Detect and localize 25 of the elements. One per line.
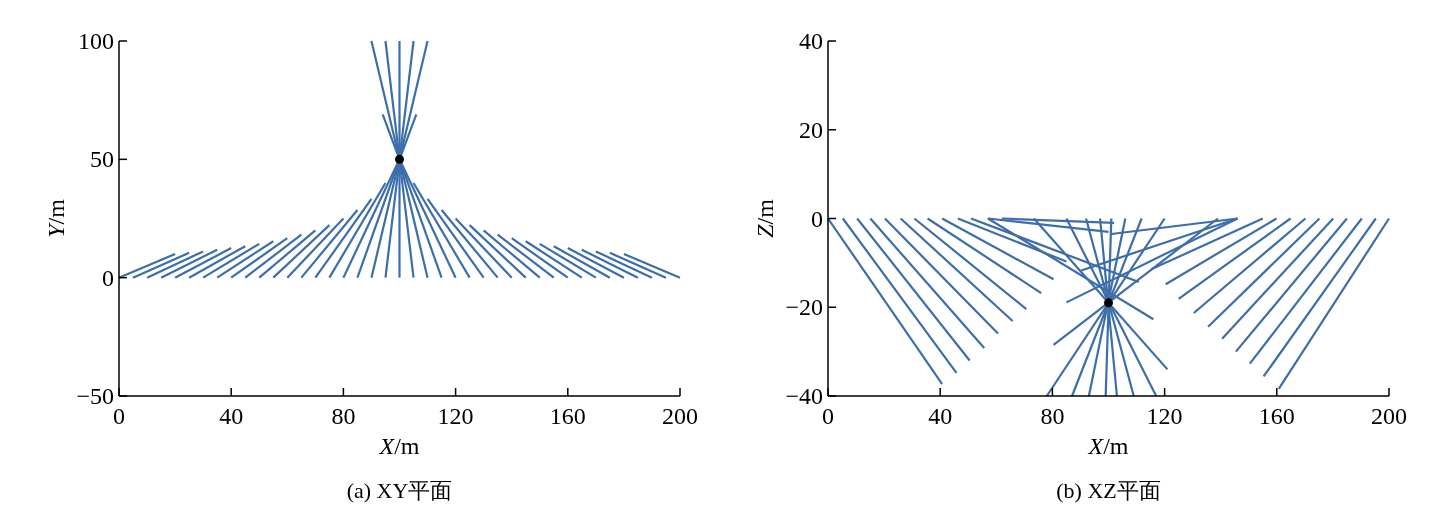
x-tick-label: 120 bbox=[1146, 403, 1183, 429]
y-tick-label: −50 bbox=[76, 383, 114, 409]
y-axis-title: Y/m bbox=[43, 198, 69, 238]
text: (b) XZ平面 bbox=[1056, 478, 1161, 503]
y-tick-label: 100 bbox=[78, 28, 114, 54]
text: (a) XY平面 bbox=[346, 478, 453, 503]
x-tick-label: 120 bbox=[437, 403, 474, 429]
y-tick-label: 0 bbox=[811, 205, 823, 232]
y-tick-label: −20 bbox=[785, 294, 823, 321]
y-axis-title: Z/m bbox=[752, 198, 778, 238]
y-tick-label: 50 bbox=[90, 146, 114, 173]
x-axis-title: X/m bbox=[1087, 433, 1129, 459]
x-tick-label: 80 bbox=[331, 403, 356, 429]
y-tick-label: −40 bbox=[785, 383, 823, 409]
y-tick-label: 0 bbox=[102, 264, 114, 291]
x-tick-label: 160 bbox=[549, 403, 586, 429]
y-tick-label: 40 bbox=[799, 28, 823, 54]
x-tick-label: 80 bbox=[1040, 403, 1065, 429]
x-tick-label: 160 bbox=[1258, 403, 1295, 429]
x-axis-title: X/m bbox=[378, 433, 420, 459]
x-tick-label: 40 bbox=[928, 403, 953, 429]
x-tick-label: 200 bbox=[1371, 403, 1407, 429]
x-tick-label: 40 bbox=[219, 403, 244, 429]
y-tick-label: 20 bbox=[799, 116, 823, 143]
x-tick-label: 200 bbox=[662, 403, 698, 429]
